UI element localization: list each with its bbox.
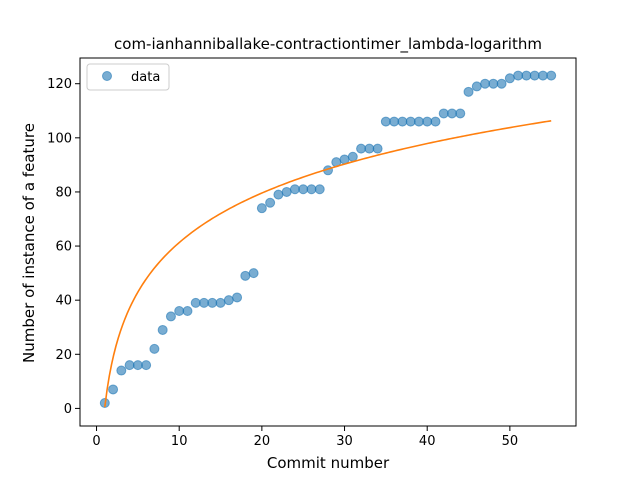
data-point: [389, 116, 400, 127]
data-point: [174, 306, 185, 316]
data-point: [463, 86, 474, 97]
data-point: [207, 297, 218, 308]
data-point: [397, 116, 408, 127]
data-point: [273, 189, 284, 200]
x-tick-label: 50: [502, 434, 519, 449]
y-tick-label: 0: [64, 402, 72, 417]
data-point: [141, 360, 152, 371]
data-point: [223, 295, 234, 306]
data-point: [521, 70, 532, 81]
data-point: [546, 70, 557, 81]
x-tick-label: 40: [419, 434, 436, 449]
data-point: [314, 184, 325, 195]
y-tick-label: 60: [55, 240, 72, 255]
plot-area: 0 10 20 30 40 50 0 20 40 60 80 100 120: [47, 57, 577, 449]
data-point: [356, 143, 367, 154]
x-tick-label: 30: [336, 434, 353, 449]
data-point: [438, 108, 449, 119]
data-point: [108, 384, 119, 395]
data-point: [124, 360, 135, 371]
y-tick-label: 20: [55, 348, 72, 363]
data-point: [496, 78, 507, 89]
data-point: [232, 292, 243, 303]
chart-title: com-ianhanniballake-contractiontimer_lam…: [114, 35, 542, 54]
y-tick-label: 100: [47, 131, 72, 146]
x-axis-title: Commit number: [267, 454, 390, 472]
fit-line: [104, 120, 552, 408]
data-point: [372, 143, 383, 154]
data-point: [240, 270, 251, 281]
data-point: [529, 70, 540, 81]
x-tick-label: 20: [254, 434, 271, 449]
legend-frame: [86, 63, 170, 91]
y-tick-label: 120: [47, 77, 72, 92]
data-point: [165, 311, 176, 322]
data-point: [364, 143, 375, 154]
y-tick-label: 40: [55, 294, 72, 309]
data-point: [471, 81, 482, 92]
data-point: [422, 116, 433, 127]
data-point: [504, 73, 515, 84]
data-point: [157, 324, 168, 335]
data-point: [537, 70, 548, 81]
data-point: [199, 297, 209, 308]
data-point: [405, 116, 416, 127]
data-point: [298, 184, 309, 195]
data-point: [265, 197, 276, 208]
data-point: [248, 268, 259, 279]
data-point: [281, 186, 292, 197]
data-point: [182, 306, 193, 316]
data-point: [256, 203, 267, 214]
data-point: [380, 116, 391, 127]
legend-marker: [102, 71, 112, 81]
x-tick-label: 0: [92, 434, 100, 449]
data-point: [430, 116, 441, 127]
data-point: [132, 360, 143, 371]
data-point: [480, 78, 491, 89]
data-point: [116, 365, 127, 376]
data-point: [513, 70, 524, 81]
y-tick-label: 80: [55, 185, 72, 200]
data-point: [455, 108, 466, 119]
data-point: [306, 184, 317, 195]
data-point: [447, 108, 457, 119]
data-point: [190, 297, 201, 308]
data-point: [347, 151, 358, 162]
data-point: [289, 184, 300, 195]
legend-label: data: [131, 70, 160, 85]
data-point: [215, 297, 226, 308]
legend: data: [86, 63, 170, 91]
data-point: [413, 116, 424, 127]
y-axis-title: Number of instance of a feature: [20, 123, 38, 363]
data-point: [149, 343, 160, 354]
x-tick-label: 10: [171, 434, 188, 449]
axes-frame: [79, 57, 577, 427]
data-point: [488, 78, 499, 89]
